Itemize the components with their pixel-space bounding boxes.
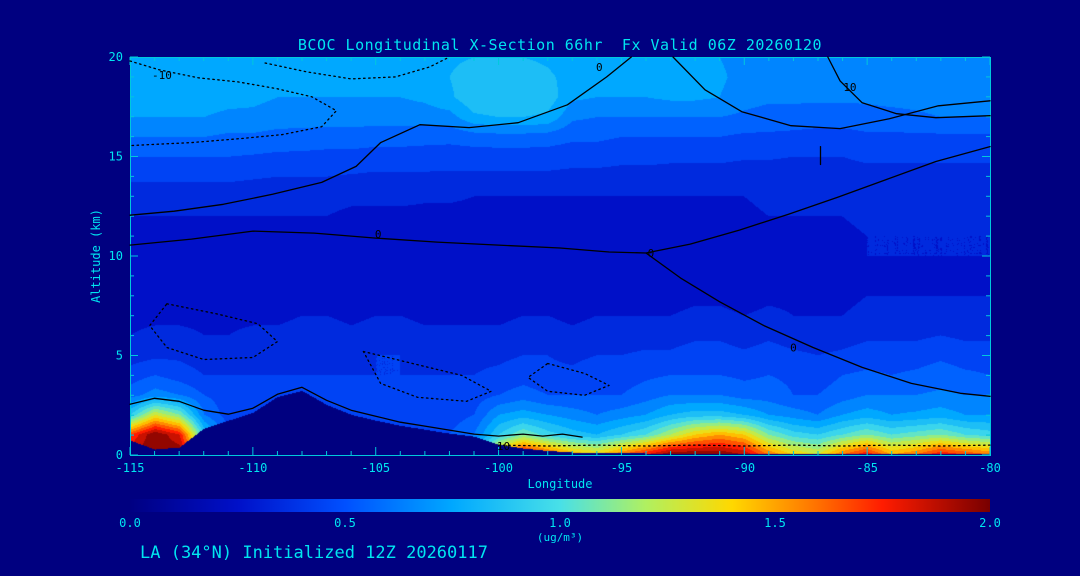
- colorbar-tick-4: 2.0: [979, 516, 1001, 530]
- y-axis-label: Altitude (km): [89, 209, 103, 303]
- svg-text:10: 10: [109, 249, 123, 263]
- colorbar: [130, 499, 990, 512]
- colorbar-tick-3: 1.5: [764, 516, 786, 530]
- colorbar-tick-0: 0.0: [119, 516, 141, 530]
- svg-text:-115: -115: [116, 461, 145, 475]
- init-annotation: LA (34°N) Initialized 12Z 20260117: [140, 543, 488, 563]
- svg-text:-100: -100: [484, 461, 513, 475]
- svg-text:-80: -80: [979, 461, 1001, 475]
- colorbar-tick-1: 0.5: [334, 516, 356, 530]
- svg-text:-90: -90: [733, 461, 755, 475]
- x-axis-label: Longitude: [527, 477, 593, 491]
- colorbar-unit-label: (ug/m³): [536, 531, 584, 544]
- svg-text:20: 20: [109, 50, 123, 64]
- svg-text:-110: -110: [238, 461, 267, 475]
- svg-text:5: 5: [116, 349, 123, 363]
- chart-title: BCOC Longitudinal X-Section 66hr Fx Vali…: [297, 36, 823, 54]
- heatmap-canvas: [130, 57, 990, 455]
- svg-text:0: 0: [116, 448, 123, 462]
- svg-text:-95: -95: [611, 461, 633, 475]
- svg-text:-85: -85: [856, 461, 878, 475]
- svg-text:-105: -105: [361, 461, 390, 475]
- colorbar-tick-2: 1.0: [549, 516, 571, 530]
- svg-text:15: 15: [109, 150, 123, 164]
